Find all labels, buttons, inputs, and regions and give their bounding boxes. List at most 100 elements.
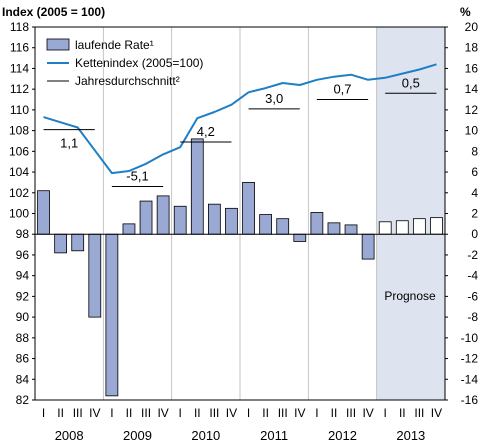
left-axis-label: Index (2005 = 100) bbox=[2, 5, 105, 19]
forecast-label: Prognose bbox=[384, 289, 436, 303]
year-label: 2013 bbox=[396, 428, 425, 443]
bar-forecast bbox=[430, 217, 443, 235]
quarter-label: II bbox=[194, 406, 201, 420]
left-tick-label: 114 bbox=[10, 61, 29, 75]
bar bbox=[207, 203, 221, 235]
bar bbox=[54, 233, 68, 254]
quarter-label: III bbox=[73, 406, 83, 420]
right-tick-label: -4 bbox=[467, 269, 478, 283]
bar bbox=[139, 200, 153, 235]
quarter-label: III bbox=[414, 406, 424, 420]
left-tick-label: 118 bbox=[10, 20, 29, 34]
bar bbox=[259, 214, 273, 235]
bar bbox=[122, 223, 136, 235]
year-label: 2010 bbox=[191, 428, 220, 443]
legend: laufende Rate¹ Kettenindex (2005=100) Ja… bbox=[46, 38, 203, 88]
right-tick-label: 8 bbox=[471, 144, 478, 158]
quarter-label: IV bbox=[294, 406, 305, 420]
right-tick-label: -12 bbox=[461, 352, 479, 366]
year-label: 2008 bbox=[55, 428, 84, 443]
bar bbox=[276, 218, 290, 235]
left-tick-label: 82 bbox=[16, 393, 30, 407]
right-tick-label: 6 bbox=[471, 165, 478, 179]
quarter-label: I bbox=[179, 406, 182, 420]
right-tick-label: 0 bbox=[471, 227, 478, 241]
bar bbox=[105, 233, 119, 397]
quarter-label: III bbox=[209, 406, 219, 420]
right-tick-label: -8 bbox=[467, 310, 478, 324]
bar bbox=[88, 233, 102, 318]
forecast-background bbox=[376, 27, 445, 400]
right-tick-label: 12 bbox=[465, 103, 479, 117]
annual-average-series: 1,1 -5,1 4,2 3,0 0,7 0,5 bbox=[43, 75, 437, 188]
index-line bbox=[43, 63, 437, 175]
quarter-label: II bbox=[126, 406, 133, 420]
bar bbox=[361, 233, 375, 260]
left-tick-label: 108 bbox=[9, 124, 29, 138]
right-tick-label: -10 bbox=[461, 331, 479, 345]
bar-forecast bbox=[412, 218, 426, 235]
left-tick-label: 92 bbox=[16, 289, 30, 303]
left-tick-label: 94 bbox=[16, 269, 30, 283]
quarter-label: I bbox=[384, 406, 387, 420]
right-tick-label: 4 bbox=[471, 186, 478, 200]
quarter-label: IV bbox=[431, 406, 442, 420]
quarter-label: IV bbox=[157, 406, 168, 420]
legend-avg-label: Jahresdurchschnitt² bbox=[75, 74, 180, 88]
bar bbox=[344, 224, 358, 235]
quarter-label: I bbox=[42, 406, 45, 420]
bar bbox=[156, 195, 170, 235]
left-tick-label: 110 bbox=[10, 103, 29, 117]
bar bbox=[71, 233, 85, 252]
quarter-label: III bbox=[346, 406, 356, 420]
year-label: 2009 bbox=[123, 428, 152, 443]
chart-grid bbox=[102, 27, 378, 400]
right-tick-label: 14 bbox=[465, 82, 479, 96]
left-tick-label: 112 bbox=[10, 82, 29, 96]
right-tick-label: -6 bbox=[467, 289, 478, 303]
year-label: 2011 bbox=[260, 428, 288, 443]
left-tick-label: 102 bbox=[9, 186, 29, 200]
quarter-label: II bbox=[262, 406, 269, 420]
quarter-label: I bbox=[110, 406, 113, 420]
right-tick-label: 2 bbox=[471, 207, 478, 221]
bar bbox=[225, 207, 238, 235]
left-tick-label: 88 bbox=[16, 331, 30, 345]
left-tick-label: 96 bbox=[16, 248, 30, 262]
index-line-series bbox=[43, 63, 437, 175]
tick-labels: 8284868890929496981001021041061081101121… bbox=[9, 20, 478, 443]
left-tick-label: 86 bbox=[16, 352, 30, 366]
right-tick-label: 10 bbox=[465, 124, 479, 138]
right-tick-label: -16 bbox=[461, 393, 479, 407]
year-label: 2012 bbox=[328, 428, 357, 443]
right-tick-label: 18 bbox=[465, 41, 479, 55]
quarter-label: I bbox=[315, 406, 318, 420]
bar bbox=[242, 182, 255, 235]
annual-average-label: 3,0 bbox=[265, 91, 283, 106]
left-tick-label: 104 bbox=[9, 165, 29, 179]
left-tick-label: 84 bbox=[16, 372, 30, 386]
quarter-label: II bbox=[331, 406, 338, 420]
right-tick-label: -14 bbox=[461, 372, 479, 386]
quarter-label: II bbox=[399, 406, 406, 420]
annual-average-label: 0,5 bbox=[402, 75, 420, 90]
right-axis-label: % bbox=[460, 5, 471, 19]
bar-forecast bbox=[395, 220, 409, 235]
quarter-label: III bbox=[278, 406, 288, 420]
left-tick-label: 116 bbox=[10, 41, 29, 55]
quarter-label: IV bbox=[362, 406, 373, 420]
annual-average-label: 0,7 bbox=[333, 82, 351, 97]
bar bbox=[37, 190, 50, 235]
quarter-label: III bbox=[141, 406, 151, 420]
right-tick-label: -2 bbox=[467, 248, 478, 262]
bar bbox=[190, 138, 204, 235]
quarter-label: II bbox=[57, 406, 64, 420]
annual-average-label: 1,1 bbox=[60, 136, 78, 151]
quarter-label: IV bbox=[89, 406, 100, 420]
chart-axes bbox=[32, 26, 448, 401]
bar-forecast bbox=[378, 221, 392, 235]
annual-average-label: 4,2 bbox=[197, 124, 215, 139]
left-tick-label: 106 bbox=[9, 144, 29, 158]
left-tick-label: 98 bbox=[16, 227, 30, 241]
